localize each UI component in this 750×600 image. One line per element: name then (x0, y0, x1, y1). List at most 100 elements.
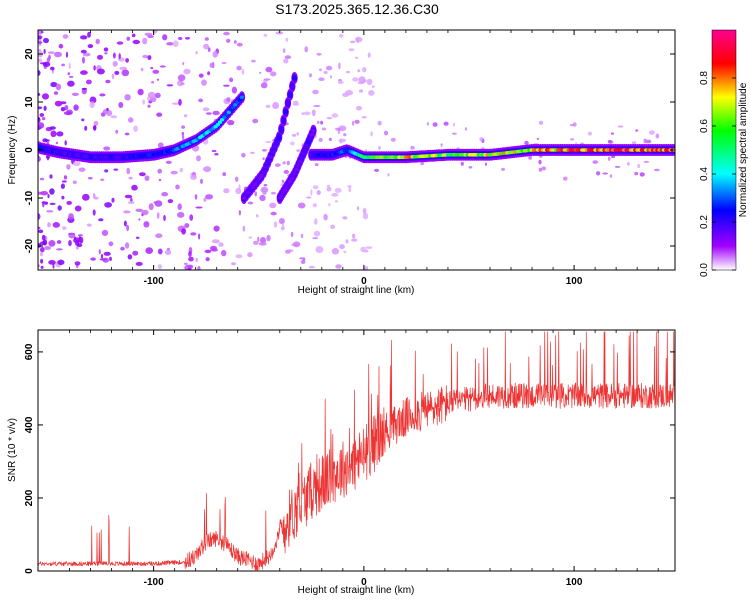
noise-speckle (62, 34, 69, 39)
trace-core (255, 179, 260, 184)
noise-speckle (301, 112, 305, 115)
noise-speckle (44, 246, 52, 250)
noise-speckle (194, 194, 198, 200)
noise-speckle (274, 163, 281, 167)
noise-speckle (179, 167, 184, 173)
noise-speckle (43, 105, 47, 111)
noise-speckle (185, 37, 190, 40)
noise-speckle (227, 119, 235, 126)
noise-speckle (337, 81, 344, 84)
noise-speckle (165, 160, 172, 164)
noise-speckle (46, 210, 54, 213)
noise-speckle (331, 113, 339, 118)
noise-speckle (108, 241, 114, 247)
noise-speckle (82, 56, 85, 64)
snr-panel: -100 0 100 0 200 400 600 Height of straight li… (7, 329, 676, 596)
noise-speckle (162, 34, 168, 41)
noise-speckle (73, 104, 79, 111)
noise-speckle (377, 120, 382, 126)
noise-speckle (157, 168, 162, 174)
noise-speckle (541, 166, 547, 171)
noise-speckle (127, 254, 133, 260)
noise-speckle (60, 183, 65, 189)
noise-speckle (259, 71, 262, 74)
noise-speckle (200, 178, 203, 184)
colorbar-tick-label: 0.0 (699, 263, 710, 277)
trace-core (222, 115, 227, 119)
noise-speckle (316, 190, 321, 196)
noise-speckle (260, 82, 268, 89)
noise-speckle (171, 102, 180, 105)
noise-speckle (211, 239, 220, 244)
noise-speckle (221, 249, 227, 257)
noise-speckle (365, 246, 373, 250)
noise-speckle (339, 244, 345, 250)
trace-core (263, 165, 269, 169)
noise-speckle (115, 129, 118, 134)
noise-speckle (82, 52, 91, 57)
noise-speckle (302, 258, 306, 262)
noise-speckle (124, 94, 131, 101)
noise-speckle (310, 189, 313, 196)
noise-speckle (49, 202, 56, 205)
trace-core (237, 97, 242, 102)
trace-core (244, 193, 249, 197)
noise-speckle (285, 37, 289, 42)
colorbar: 0.0 0.2 0.4 0.6 0.8 Normalized spectral ampl… (699, 29, 749, 277)
snr-frame (37, 329, 676, 572)
y-tick-label: 600 (24, 343, 35, 360)
trace-core (309, 132, 314, 137)
noise-speckle (241, 152, 246, 158)
trace-core (304, 144, 309, 148)
trace-core (252, 182, 258, 186)
noise-speckle (639, 172, 645, 177)
noise-speckle (189, 214, 194, 221)
noise-speckle (123, 220, 127, 227)
noise-speckle (86, 79, 92, 85)
noise-speckle (254, 191, 257, 197)
noise-speckle (325, 65, 333, 71)
noise-speckle (452, 132, 457, 135)
noise-speckle (170, 170, 178, 175)
noise-speckle (135, 261, 143, 266)
noise-speckle (163, 214, 166, 222)
noise-speckle (147, 55, 152, 61)
noise-speckle (321, 127, 327, 131)
noise-speckle (79, 236, 84, 244)
noise-speckle (48, 260, 56, 265)
spectrogram-marks (38, 30, 675, 270)
y-tick-label: -10 (24, 190, 35, 205)
noise-speckle (63, 111, 72, 116)
noise-speckle (62, 180, 67, 183)
noise-speckle (157, 142, 164, 149)
noise-speckle (297, 202, 306, 209)
noise-speckle (64, 140, 67, 146)
noise-speckle (218, 242, 224, 247)
noise-speckle (226, 97, 231, 102)
noise-speckle (356, 37, 359, 44)
noise-speckle (54, 51, 62, 58)
noise-speckle (259, 194, 266, 202)
noise-speckle (137, 88, 144, 96)
noise-speckle (38, 229, 44, 234)
trace-core (287, 179, 293, 184)
noise-speckle (82, 193, 90, 201)
noise-speckle (100, 254, 104, 259)
noise-speckle (272, 102, 279, 109)
noise-speckle (38, 92, 41, 97)
noise-speckle (362, 79, 367, 83)
noise-speckle (188, 251, 192, 257)
noise-speckle (158, 178, 162, 182)
x-tick-label: 0 (361, 577, 367, 588)
noise-speckle (354, 56, 359, 59)
noise-speckle (207, 71, 211, 76)
noise-speckle (247, 252, 253, 258)
noise-speckle (440, 143, 443, 147)
noise-speckle (263, 184, 268, 187)
noise-speckle (68, 232, 76, 239)
noise-speckle (282, 161, 286, 165)
trace-core (284, 185, 289, 189)
noise-speckle (155, 233, 163, 238)
